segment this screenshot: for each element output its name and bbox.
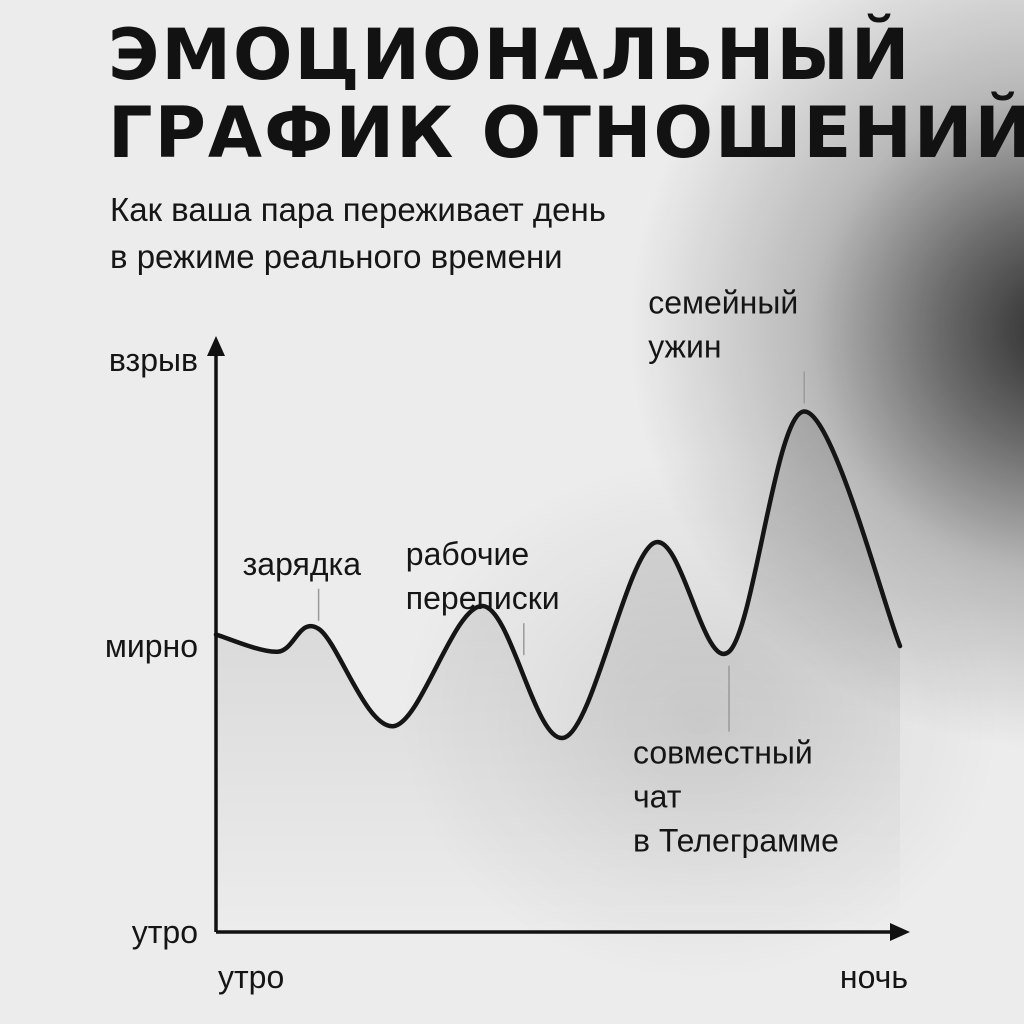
x-axis-end-label: ночь bbox=[840, 959, 908, 995]
y-tick-label: взрыв bbox=[109, 342, 198, 378]
x-axis-arrowhead bbox=[890, 923, 910, 941]
chart-title-line-1: ЭМОЦИОНАЛЬНЫЙ bbox=[108, 14, 912, 96]
y-tick-label: мирно bbox=[105, 628, 198, 664]
chart-title: ЭМОЦИОНАЛЬНЫЙ ГРАФИК ОТНОШЕНИЙ bbox=[108, 16, 1024, 172]
annotation-label: совместный bbox=[633, 735, 813, 771]
annotation-label: в Телеграмме bbox=[633, 823, 839, 859]
series-area-fill bbox=[216, 411, 900, 932]
annotation-leaders bbox=[317, 371, 805, 732]
annotation-label: рабочие bbox=[406, 536, 529, 572]
y-axis-arrowhead bbox=[207, 336, 225, 356]
annotation-label: семейный bbox=[648, 285, 798, 321]
chart-subtitle: Как ваша пара переживает день в режиме р… bbox=[110, 186, 606, 280]
x-axis-start-label: утро bbox=[218, 959, 284, 995]
annotation-label: переписки bbox=[406, 580, 560, 616]
chart-title-line-2: ГРАФИК ОТНОШЕНИЙ bbox=[108, 92, 1024, 174]
annotation-label: чат bbox=[633, 779, 682, 815]
chart-subtitle-line-2: в режиме реального времени bbox=[110, 238, 563, 275]
chart-subtitle-line-1: Как ваша пара переживает день bbox=[110, 191, 606, 228]
series-line bbox=[213, 409, 903, 740]
y-tick-labels: утро мирно взрыв bbox=[105, 342, 198, 950]
annotation-label: зарядка bbox=[243, 546, 362, 582]
y-tick-label: утро bbox=[132, 914, 198, 950]
annotations: зарядка рабочие переписки семейный ужин совме… bbox=[243, 285, 839, 859]
annotation-label: ужин bbox=[648, 329, 721, 365]
